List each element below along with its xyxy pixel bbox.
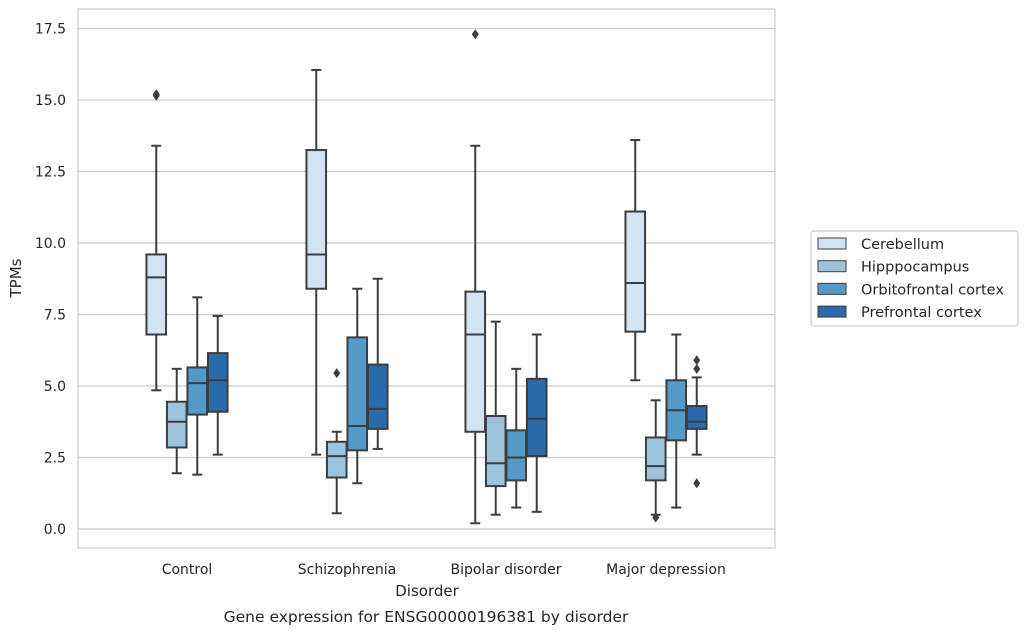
box-cerebellum-0 [145,89,168,392]
box-iqr [206,352,229,413]
legend-swatch [817,282,847,295]
box-iqr [366,363,389,430]
y-axis-label: TPMs [7,258,25,298]
plot-frame [77,8,776,549]
legend-swatch [817,237,847,250]
box-prefrontal-cortex-0 [206,314,229,456]
box-orbitofrontal-cortex-1 [346,287,369,485]
outlier-point [693,355,701,366]
figure-caption: Gene expression for ENSG00000196381 by d… [224,608,629,626]
outlier-point [693,478,701,489]
box-iqr [305,149,328,290]
y-tick-label: 2.5 [44,451,66,467]
box-prefrontal-cortex-2 [525,333,548,513]
legend-entry-label: Orbitofrontal cortex [861,282,1004,298]
x-tick-label: Schizophrenia [298,562,396,578]
outlier-point [333,368,341,379]
y-tick-label: 0.0 [44,522,66,538]
box-iqr [644,436,667,482]
box-orbitofrontal-cortex-3 [665,333,688,509]
box-iqr [505,429,528,482]
x-axis-label: Disorder [395,582,459,600]
box-iqr [525,377,548,458]
box-prefrontal-cortex-1 [366,277,389,450]
box-iqr [484,415,507,488]
outlier-point [693,363,701,374]
x-tick-label: Major depression [606,562,726,578]
box-hipppocampus-3 [644,399,667,523]
box-orbitofrontal-cortex-2 [505,367,528,509]
outlier-point [471,29,479,40]
x-axis: Control Schizophrenia Bipolar disorder Majo… [162,562,726,578]
legend-swatch [817,305,847,318]
box-hipppocampus-1 [325,368,348,515]
legend-swatch [817,260,847,273]
box-iqr [186,366,209,416]
gridlines [78,27,775,530]
plot-area [145,29,708,525]
box-iqr [325,440,348,479]
box-iqr [685,405,708,430]
box-cerebellum-2 [464,29,487,525]
box-iqr [346,336,369,452]
legend-entry-label: Prefrontal cortex [861,305,982,321]
y-tick-label: 7.5 [44,308,66,324]
box-hipppocampus-2 [484,320,507,516]
box-iqr [624,210,647,333]
box-cerebellum-1 [305,68,328,456]
box-iqr [165,400,188,449]
x-tick-label: Bipolar disorder [450,562,561,578]
box-cerebellum-3 [624,139,647,382]
box-orbitofrontal-cortex-0 [186,296,209,476]
legend-frame [810,230,1019,327]
y-tick-label: 15.0 [35,93,66,109]
legend-entry-label: Cerebellum [861,237,944,253]
y-tick-label: 5.0 [44,379,66,395]
legend-entry-label: Hipppocampus [861,260,969,276]
box-iqr [464,290,487,433]
y-axis: 0.0 2.5 5.0 7.5 10.0 12.5 15.0 17.5 [35,22,66,539]
legend: Cerebellum Hipppocampus Orbitofrontal cort… [810,230,1019,327]
outlier-point [652,512,660,523]
y-tick-label: 10.0 [35,236,66,252]
y-tick-label: 12.5 [35,165,66,181]
box-prefrontal-cortex-3 [685,355,708,489]
x-tick-label: Control [162,562,213,578]
outlier-point [152,89,160,100]
y-tick-label: 17.5 [35,22,66,38]
box-hipppocampus-0 [165,367,188,475]
box-iqr [145,253,168,336]
